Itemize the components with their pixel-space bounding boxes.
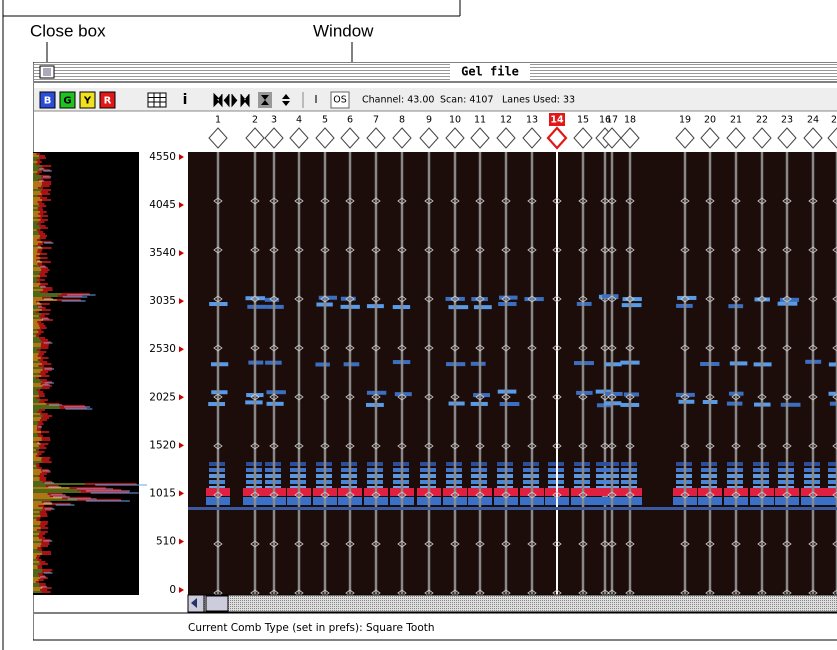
close-box-inner	[43, 68, 51, 76]
info-button[interactable]: i	[183, 92, 188, 108]
table-button[interactable]	[148, 93, 166, 107]
scan-tick-label: 1520	[149, 439, 176, 451]
lane-number: 11	[474, 115, 486, 126]
band	[208, 402, 225, 406]
band	[500, 402, 520, 406]
lane-number: 14	[550, 115, 564, 126]
scan-tick-label: 4550	[149, 151, 176, 163]
band	[474, 305, 492, 309]
color-button-label: B	[44, 96, 52, 107]
band	[781, 403, 801, 407]
window-title: Gel file	[461, 65, 519, 79]
band	[825, 488, 837, 496]
band	[605, 362, 622, 366]
lane-number: 10	[449, 115, 461, 126]
lane-number: 22	[756, 115, 768, 126]
lane-number: 4	[296, 115, 302, 126]
lane-number: 6	[347, 115, 353, 126]
callout: Window	[313, 21, 374, 40]
band	[677, 296, 696, 300]
channel: Channel: 43.00	[362, 95, 434, 106]
band	[727, 402, 743, 406]
lane-number: 3	[271, 115, 277, 126]
band	[247, 305, 266, 309]
gel-image	[188, 152, 837, 595]
band	[395, 392, 412, 396]
lane-number: 9	[426, 115, 432, 126]
os-label: OS	[333, 95, 347, 106]
scan-tick-label: 2530	[149, 343, 176, 355]
band	[211, 390, 227, 394]
band	[266, 390, 285, 394]
status-text: Current Comb Type (set in prefs): Square…	[188, 622, 435, 634]
lane-number: 15	[577, 115, 589, 126]
scrollbar[interactable]	[188, 595, 837, 612]
color-button-label: G	[63, 96, 71, 107]
scan: Scan: 4107	[440, 95, 494, 106]
band	[471, 362, 486, 366]
lane-number: 17	[606, 115, 618, 126]
title-bar	[34, 63, 837, 81]
color-button-label: Y	[83, 96, 92, 107]
band	[448, 305, 468, 309]
scan-tick-label: 2025	[149, 391, 176, 403]
scan-tick-label: 4045	[149, 199, 176, 211]
band	[624, 392, 639, 396]
band	[344, 362, 360, 366]
lane-number: 19	[679, 115, 691, 126]
lane-number: 8	[399, 115, 405, 126]
scan-tick-label: 3035	[149, 295, 176, 307]
lane-number: 7	[373, 115, 379, 126]
lane-number: 5	[322, 115, 328, 126]
lane-number: 18	[624, 115, 636, 126]
band	[449, 402, 465, 406]
lane-number: 24	[807, 115, 819, 126]
callout: Close box	[30, 21, 106, 40]
lane-number: 20	[704, 115, 716, 126]
scan-tick-label: 0	[169, 584, 176, 596]
band	[576, 391, 592, 395]
band	[622, 303, 642, 307]
band	[730, 361, 748, 365]
lane-number: 25	[831, 115, 837, 126]
scroll-thumb[interactable]	[206, 596, 228, 611]
lane-number: 12	[500, 115, 512, 126]
band	[825, 497, 837, 505]
band	[828, 462, 837, 466]
lane-number: 2	[252, 115, 258, 126]
lane-number: 21	[730, 115, 742, 126]
tool-button[interactable]: I	[314, 93, 317, 106]
color-button-label: R	[104, 96, 112, 107]
lane-number: 23	[781, 115, 793, 126]
screenshot: Close box Window Gel file BG Y R i I OS Ch…	[0, 0, 837, 650]
lane-number: 13	[526, 115, 538, 126]
scan-tick-label: 510	[156, 535, 176, 547]
band	[315, 363, 329, 367]
band	[679, 400, 695, 404]
scan-tick-label: 3540	[149, 247, 176, 259]
band	[498, 302, 516, 306]
band	[211, 362, 228, 366]
band	[828, 468, 837, 472]
trace-panel	[33, 152, 139, 595]
lane-number: 1	[215, 115, 221, 126]
band	[828, 474, 837, 478]
band	[828, 480, 837, 484]
band	[188, 507, 837, 510]
lanes-used: Lanes Used: 33	[502, 95, 575, 106]
scan-tick-label: 1015	[149, 487, 176, 499]
